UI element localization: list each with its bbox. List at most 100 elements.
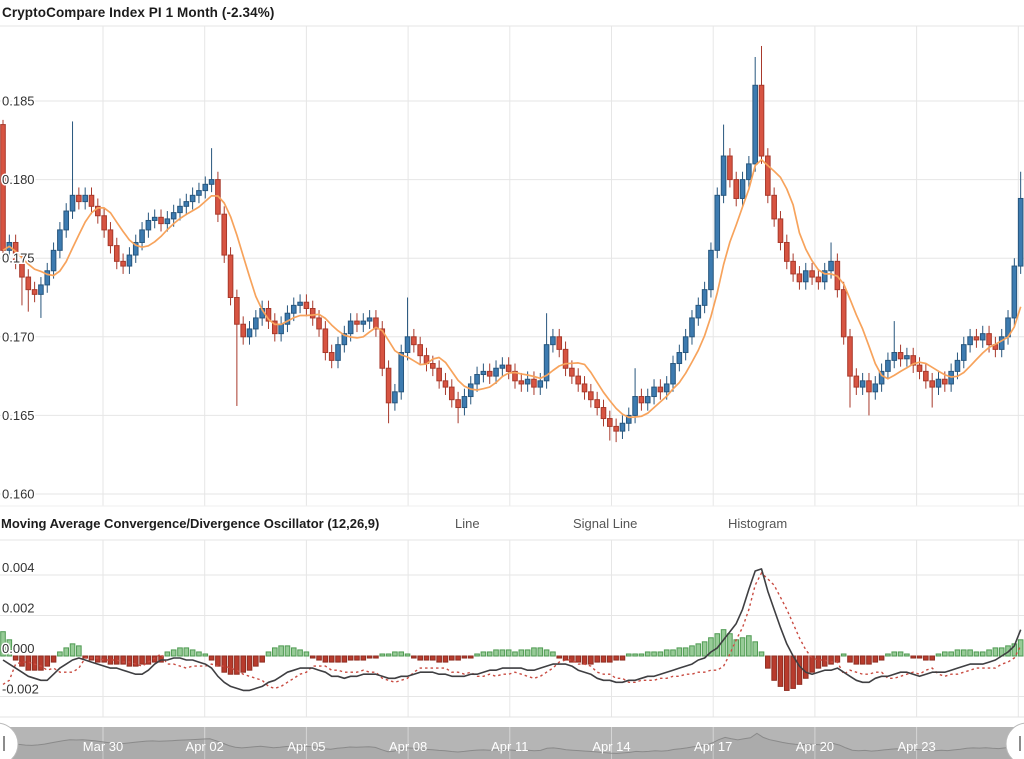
histogram-bar-positive: [518, 649, 525, 657]
candle-down: [31, 289, 38, 295]
candle-down: [373, 317, 379, 330]
candle-up: [701, 289, 708, 306]
candle-down: [442, 380, 449, 388]
candle-down: [777, 218, 784, 243]
histogram-bar-positive: [727, 633, 733, 657]
candle-down: [303, 301, 310, 310]
candle-down: [385, 367, 392, 404]
candle-up: [885, 359, 891, 372]
histogram-bar-negative: [12, 655, 19, 661]
candle-up: [619, 422, 626, 432]
histogram-bar-positive: [954, 649, 961, 657]
histogram-bar-negative: [227, 655, 234, 675]
candle-down: [853, 375, 860, 388]
candle-up: [183, 201, 190, 207]
candle-down: [847, 336, 853, 377]
candle-up: [891, 352, 898, 361]
histogram-bar-negative: [38, 655, 44, 671]
histogram-bar-positive: [708, 637, 714, 657]
histogram-bar-positive: [480, 651, 487, 657]
candle-up: [44, 270, 51, 286]
histogram-bar-positive: [897, 651, 904, 657]
candle-up: [695, 304, 702, 319]
candle-up: [651, 386, 657, 398]
candle-down: [316, 317, 322, 330]
candle-up: [126, 254, 133, 267]
candle-up: [398, 352, 405, 393]
navigator-track[interactable]: [0, 727, 1024, 759]
candle-down: [505, 364, 512, 372]
gridlines: [0, 25, 1024, 718]
histogram-bar-positive: [689, 645, 695, 657]
date-axis-label: Apr 23: [897, 739, 935, 754]
histogram-bar-positive: [164, 651, 171, 657]
histogram-bar-negative: [878, 655, 885, 661]
histogram-bar-positive: [644, 651, 651, 657]
price-axis-label: 0.185: [2, 94, 35, 109]
histogram-bar-negative: [215, 655, 221, 667]
histogram-bar-negative: [139, 655, 145, 665]
candle-up: [998, 336, 1005, 350]
histogram-bar-negative: [19, 655, 25, 667]
histogram-bar-positive: [840, 653, 847, 657]
histogram-bar-positive: [392, 651, 398, 657]
candle-up: [164, 218, 171, 225]
histogram-bar-negative: [790, 655, 796, 689]
candle-down: [354, 320, 360, 325]
candle-down: [790, 260, 796, 275]
price-axis-label: 0.165: [2, 408, 35, 423]
candle-down: [942, 378, 948, 385]
candle-up: [82, 194, 88, 203]
candle-down: [569, 367, 575, 377]
candle-up: [461, 396, 468, 409]
candle-down: [613, 425, 619, 432]
macd-axis-label: 0.004: [2, 560, 35, 575]
legend-item-signal-line[interactable]: Signal Line: [573, 516, 638, 531]
candle-up: [663, 383, 670, 393]
navigator-handle-left[interactable]: [0, 722, 19, 759]
candle-up: [670, 363, 676, 385]
histogram-bar-positive: [632, 653, 638, 657]
histogram-bar-negative: [436, 655, 442, 663]
navigator[interactable]: Mar 30 Apr 02 Apr 05 Apr 08 Apr 11 Apr 14 Apr …: [0, 727, 1024, 759]
candle-up: [935, 378, 942, 388]
histogram-bar-positive: [271, 647, 278, 657]
histogram-bar-positive: [550, 651, 556, 657]
macd-histogram: [0, 629, 1024, 691]
date-axis-label: Apr 11: [491, 739, 528, 754]
candle-up: [38, 284, 44, 295]
candle-up: [1011, 265, 1018, 319]
candle-up: [170, 212, 177, 220]
candle-down: [638, 396, 645, 404]
histogram-bar-negative: [253, 655, 259, 667]
histogram-bar-positive: [404, 653, 411, 657]
macd-line: [2, 568, 1022, 692]
candle-down: [866, 380, 872, 393]
histogram-bar-positive: [986, 649, 992, 657]
macd-title: Moving Average Convergence/Divergence Os…: [1, 516, 380, 531]
candle-up: [69, 194, 76, 212]
candle-down: [271, 320, 278, 335]
histogram-bar-positive: [493, 649, 499, 657]
candle-down: [973, 336, 980, 341]
legend-item-histogram[interactable]: Histogram: [728, 516, 788, 531]
candlestick-series: [0, 45, 1024, 443]
candle-up: [632, 396, 638, 416]
candle-up: [682, 336, 689, 354]
candle-down: [809, 270, 815, 278]
histogram-bar-positive: [385, 653, 392, 657]
navigator-handle-right[interactable]: [1005, 722, 1024, 759]
histogram-bar-positive: [670, 649, 676, 657]
candle-up: [859, 380, 866, 388]
macd-axis-label: 0.000: [2, 641, 35, 656]
histogram-bar-positive: [183, 647, 190, 657]
candle-up: [524, 378, 531, 385]
histogram-bar-negative: [607, 655, 613, 663]
candle-down: [588, 391, 594, 401]
histogram-bar-positive: [935, 653, 942, 657]
legend-item-line[interactable]: Line: [455, 516, 480, 531]
candle-down: [562, 348, 569, 369]
histogram-bar-positive: [505, 649, 512, 657]
